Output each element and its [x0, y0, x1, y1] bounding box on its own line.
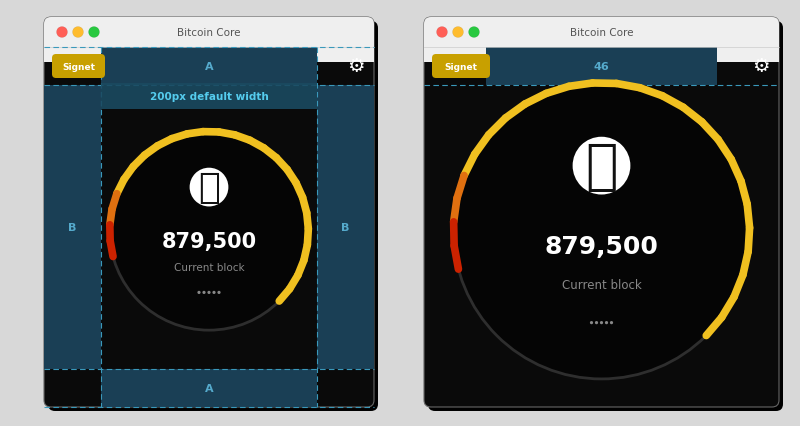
Text: A: A [205, 383, 214, 393]
Circle shape [600, 321, 603, 325]
Circle shape [610, 321, 613, 325]
Text: 46: 46 [594, 62, 610, 72]
FancyBboxPatch shape [424, 18, 779, 63]
FancyBboxPatch shape [44, 48, 374, 63]
FancyBboxPatch shape [101, 84, 317, 110]
FancyBboxPatch shape [101, 369, 317, 407]
FancyBboxPatch shape [424, 18, 779, 407]
Text: Signet: Signet [445, 62, 478, 71]
Circle shape [573, 138, 630, 195]
FancyBboxPatch shape [44, 18, 374, 63]
FancyBboxPatch shape [432, 55, 490, 79]
Circle shape [218, 291, 221, 294]
Circle shape [202, 291, 206, 294]
Circle shape [89, 27, 99, 38]
Text: Current block: Current block [562, 278, 642, 291]
FancyBboxPatch shape [424, 48, 779, 63]
FancyBboxPatch shape [101, 48, 317, 86]
Circle shape [57, 27, 67, 38]
FancyBboxPatch shape [44, 18, 374, 407]
Text: Signet: Signet [62, 62, 95, 71]
FancyBboxPatch shape [486, 48, 717, 86]
Text: Current block: Current block [174, 262, 244, 272]
Circle shape [437, 27, 447, 38]
Circle shape [469, 27, 479, 38]
Text: ⚙: ⚙ [752, 58, 770, 76]
Text: B: B [68, 222, 77, 233]
Text: ⚙: ⚙ [347, 58, 365, 76]
Text: ₿: ₿ [198, 171, 220, 204]
Text: A: A [205, 62, 214, 72]
FancyBboxPatch shape [44, 86, 101, 369]
Circle shape [73, 27, 83, 38]
Text: 879,500: 879,500 [545, 234, 658, 258]
Circle shape [590, 321, 593, 325]
FancyBboxPatch shape [428, 22, 783, 411]
Text: Bitcoin Core: Bitcoin Core [570, 28, 634, 38]
Circle shape [454, 83, 750, 379]
FancyBboxPatch shape [48, 22, 378, 411]
Circle shape [198, 291, 201, 294]
Circle shape [453, 27, 463, 38]
Circle shape [110, 132, 308, 331]
Circle shape [190, 168, 228, 207]
FancyBboxPatch shape [52, 55, 105, 79]
FancyBboxPatch shape [317, 86, 374, 369]
Text: Bitcoin Core: Bitcoin Core [178, 28, 241, 38]
Text: B: B [342, 222, 350, 233]
Text: ₿: ₿ [586, 140, 618, 192]
Circle shape [207, 291, 210, 294]
Circle shape [213, 291, 216, 294]
Circle shape [595, 321, 598, 325]
Text: 200px default width: 200px default width [150, 92, 268, 102]
Circle shape [605, 321, 608, 325]
Text: 879,500: 879,500 [162, 231, 257, 251]
